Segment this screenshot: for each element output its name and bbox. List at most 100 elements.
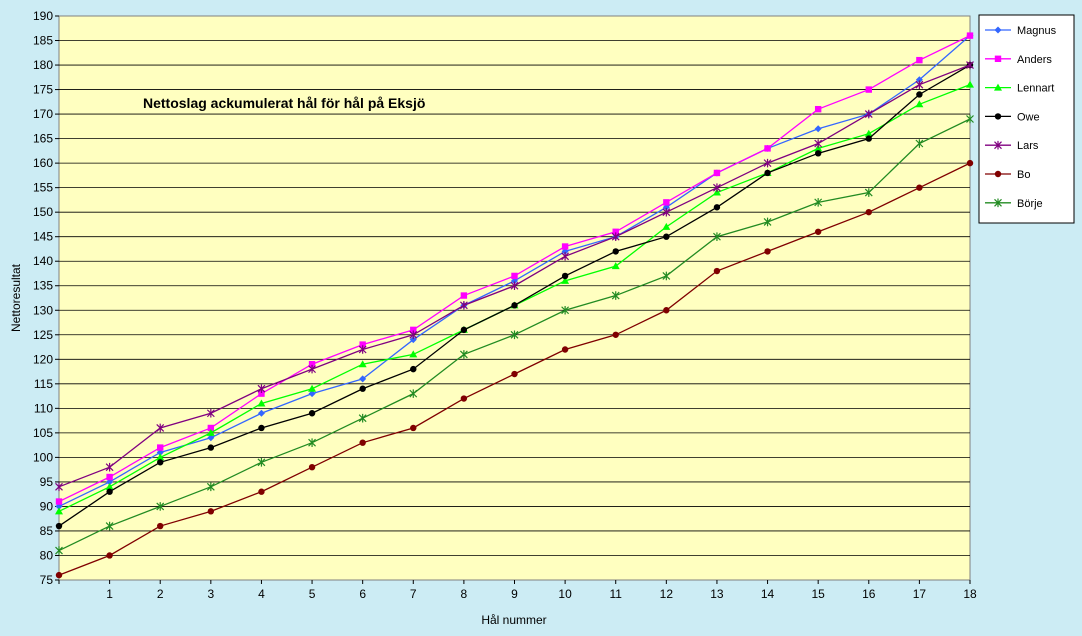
- data-point-b-rje: [713, 232, 721, 241]
- x-tick-label: 12: [660, 587, 674, 601]
- x-tick-label: 18: [963, 587, 977, 601]
- y-tick-label: 120: [33, 352, 53, 366]
- data-point-anders: [359, 341, 366, 348]
- series-anders: [55, 32, 974, 505]
- data-point-bo: [258, 488, 265, 495]
- data-point-bo: [511, 370, 518, 378]
- data-point-lennart: [55, 507, 63, 515]
- chart-title: Nettoslag ackumulerat hål för hål på Eks…: [143, 95, 425, 111]
- y-tick-label: 110: [34, 401, 53, 415]
- legend-item-owe: Owe: [985, 111, 1040, 123]
- data-point-magnus: [308, 390, 316, 398]
- y-tick-label: 170: [33, 107, 53, 121]
- data-point-b-rje: [966, 114, 974, 124]
- data-point-lars: [55, 482, 63, 492]
- data-point-b-rje: [763, 217, 772, 227]
- x-tick-label: 8: [461, 587, 468, 601]
- x-tick-label: 16: [862, 587, 876, 601]
- y-tick-label: 95: [40, 475, 54, 489]
- data-point-lennart: [105, 482, 114, 490]
- data-point-bo: [460, 395, 468, 402]
- data-point-lars: [611, 232, 620, 241]
- y-tick-label: 145: [33, 230, 53, 244]
- legend-label: Lennart: [1017, 83, 1054, 95]
- data-point-anders: [814, 105, 822, 113]
- y-tick-label: 160: [33, 156, 53, 170]
- data-point-lars: [105, 462, 114, 472]
- data-point-b-rje: [611, 291, 620, 300]
- legend-box: [978, 14, 1075, 224]
- data-point-anders: [410, 326, 417, 334]
- data-point-magnus: [359, 375, 367, 383]
- data-point-owe: [55, 522, 63, 530]
- legend-label: Lars: [1017, 140, 1039, 152]
- legend-item-lars: Lars: [985, 140, 1039, 152]
- x-tick-label: 6: [359, 587, 366, 601]
- legend-item-anders: Anders: [985, 54, 1052, 66]
- data-point-lars: [257, 384, 266, 394]
- legend-marker: [994, 198, 1002, 208]
- data-point-lars: [966, 60, 974, 70]
- x-tick-label: 2: [157, 587, 164, 601]
- legend-label: Anders: [1017, 54, 1052, 66]
- data-point-b-rje: [561, 305, 570, 315]
- data-point-b-rje: [308, 438, 316, 447]
- x-tick-label: 1: [106, 587, 113, 601]
- legend-item-magnus: Magnus: [985, 25, 1057, 37]
- legend-marker: [994, 170, 1002, 178]
- data-point-b-rje: [409, 389, 418, 398]
- data-point-bo: [207, 508, 215, 515]
- series-owe: [55, 61, 974, 530]
- y-tick-label: 190: [33, 9, 53, 23]
- data-point-bo: [865, 208, 872, 216]
- data-point-lennart: [156, 453, 165, 461]
- data-point-bo: [663, 307, 670, 314]
- data-point-owe: [157, 459, 164, 466]
- data-point-owe: [663, 233, 670, 240]
- data-point-bo: [916, 184, 923, 191]
- y-tick-label: 75: [40, 573, 54, 587]
- data-point-lennart: [712, 188, 721, 196]
- data-point-b-rje: [864, 188, 873, 197]
- data-point-owe: [460, 326, 468, 334]
- legend: Magnus Anders Lennart Owe Lars Bo Börje: [978, 14, 1075, 224]
- y-tick-label: 185: [33, 34, 53, 48]
- data-point-b-rje: [257, 457, 266, 467]
- series-b-rje: [55, 114, 974, 555]
- y-tick-label: 130: [33, 303, 53, 317]
- data-point-anders: [764, 145, 771, 152]
- legend-label: Magnus: [1017, 25, 1057, 37]
- data-point-owe: [713, 204, 721, 211]
- y-tick-label: 90: [40, 499, 54, 513]
- data-point-owe: [814, 150, 822, 157]
- series-bo: [55, 159, 974, 579]
- data-point-b-rje: [358, 413, 367, 423]
- data-point-lennart: [308, 384, 317, 392]
- data-point-magnus: [409, 336, 417, 344]
- legend-marker: [994, 140, 1002, 150]
- y-tick-label: 85: [40, 524, 54, 538]
- data-point-bo: [55, 571, 63, 579]
- legend-item-bo: Bo: [985, 169, 1030, 181]
- data-point-anders: [713, 169, 721, 177]
- data-point-bo: [308, 464, 316, 471]
- data-point-b-rje: [915, 139, 924, 148]
- data-point-bo: [814, 228, 822, 235]
- data-point-lennart: [864, 129, 873, 137]
- data-point-b-rje: [662, 271, 671, 281]
- y-tick-label: 165: [33, 132, 53, 146]
- data-point-lennart: [257, 399, 266, 407]
- legend-item-lennart: Lennart: [985, 83, 1054, 95]
- legend-label: Börje: [1017, 198, 1043, 210]
- data-point-anders: [55, 498, 63, 505]
- data-point-owe: [865, 135, 872, 142]
- legend-marker: [994, 26, 1002, 34]
- data-point-anders: [106, 473, 113, 481]
- data-point-lars: [358, 345, 367, 354]
- data-point-anders: [663, 199, 670, 206]
- x-tick-label: 9: [511, 587, 518, 601]
- data-point-lennart: [915, 100, 924, 108]
- data-point-owe: [561, 272, 569, 280]
- y-tick-label: 150: [33, 205, 53, 219]
- y-tick-label: 140: [33, 254, 53, 268]
